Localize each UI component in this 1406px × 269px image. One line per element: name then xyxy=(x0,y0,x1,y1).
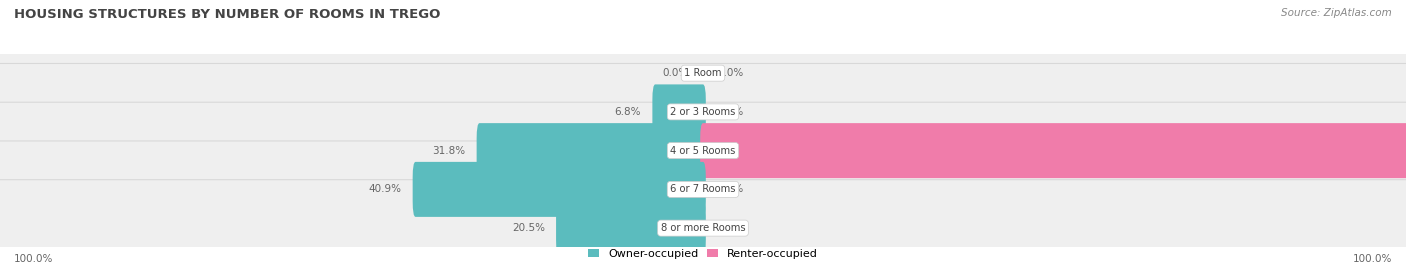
Text: 4 or 5 Rooms: 4 or 5 Rooms xyxy=(671,146,735,156)
FancyBboxPatch shape xyxy=(0,102,1406,199)
Text: 100.0%: 100.0% xyxy=(14,254,53,264)
FancyBboxPatch shape xyxy=(700,123,1406,178)
Text: 6.8%: 6.8% xyxy=(614,107,641,117)
FancyBboxPatch shape xyxy=(0,63,1406,160)
Legend: Owner-occupied, Renter-occupied: Owner-occupied, Renter-occupied xyxy=(583,245,823,263)
Text: 6 or 7 Rooms: 6 or 7 Rooms xyxy=(671,184,735,194)
Text: 0.0%: 0.0% xyxy=(662,68,689,78)
Text: Source: ZipAtlas.com: Source: ZipAtlas.com xyxy=(1281,8,1392,18)
Text: 40.9%: 40.9% xyxy=(368,184,402,194)
FancyBboxPatch shape xyxy=(477,123,706,178)
Text: 0.0%: 0.0% xyxy=(717,107,744,117)
Text: 0.0%: 0.0% xyxy=(717,184,744,194)
FancyBboxPatch shape xyxy=(413,162,706,217)
FancyBboxPatch shape xyxy=(0,180,1406,269)
Text: 0.0%: 0.0% xyxy=(717,223,744,233)
FancyBboxPatch shape xyxy=(557,201,706,256)
Text: 31.8%: 31.8% xyxy=(432,146,465,156)
FancyBboxPatch shape xyxy=(0,25,1406,122)
FancyBboxPatch shape xyxy=(0,141,1406,238)
Text: HOUSING STRUCTURES BY NUMBER OF ROOMS IN TREGO: HOUSING STRUCTURES BY NUMBER OF ROOMS IN… xyxy=(14,8,440,21)
Text: 20.5%: 20.5% xyxy=(512,223,546,233)
FancyBboxPatch shape xyxy=(652,84,706,139)
Text: 1 Room: 1 Room xyxy=(685,68,721,78)
Text: 2 or 3 Rooms: 2 or 3 Rooms xyxy=(671,107,735,117)
Text: 0.0%: 0.0% xyxy=(717,68,744,78)
Text: 8 or more Rooms: 8 or more Rooms xyxy=(661,223,745,233)
Text: 100.0%: 100.0% xyxy=(1353,254,1392,264)
